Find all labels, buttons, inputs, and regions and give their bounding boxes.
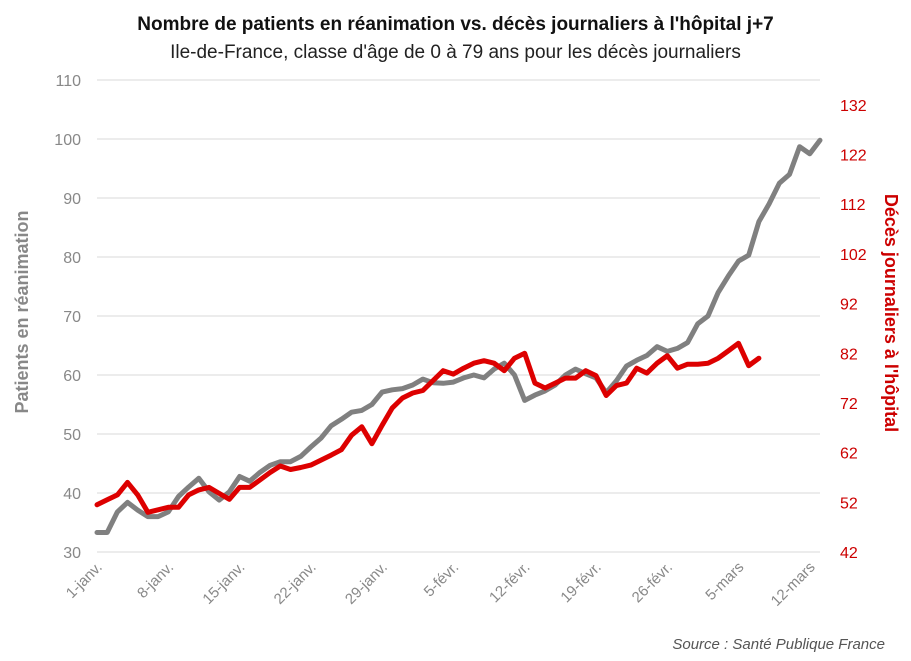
right-tick-label: 62 (840, 446, 858, 463)
right-axis-ticks: 42 52 62 72 82 92 102 112 122 132 (840, 98, 867, 562)
x-tick-label: 29-janv. (342, 559, 391, 608)
series-lines (94, 137, 823, 535)
source-note: Source : Santé Publique France (672, 636, 885, 653)
x-tick-label: 5-mars (702, 559, 747, 604)
x-tick-label: 8-janv. (134, 559, 177, 602)
left-tick-label: 30 (63, 545, 81, 562)
right-tick-label: 42 (840, 545, 858, 562)
x-axis-ticks: 1-janv. 8-janv. 15-janv. 22-janv. 29-janv. 5-… (63, 559, 819, 610)
x-tick-label: 19-févr. (557, 559, 604, 606)
right-tick-label: 132 (840, 98, 867, 115)
left-tick-label: 50 (63, 427, 81, 444)
right-tick-label: 72 (840, 396, 858, 413)
x-tick-label: 26-févr. (629, 559, 676, 606)
left-axis-label: Patients en réanimation (12, 210, 32, 413)
series-line-patients-reanimation (94, 137, 823, 535)
left-tick-label: 90 (63, 191, 81, 208)
right-tick-label: 92 (840, 297, 858, 314)
x-tick-label: 12-mars (768, 559, 819, 610)
series-line-deces-journaliers (94, 340, 762, 515)
left-tick-label: 70 (63, 309, 81, 326)
right-tick-label: 52 (840, 495, 858, 512)
right-tick-label: 112 (840, 197, 866, 214)
right-axis-label: Décès journaliers à l'hôpital (881, 194, 901, 432)
left-tick-label: 100 (54, 132, 81, 149)
right-tick-label: 122 (840, 148, 867, 165)
left-tick-label: 110 (55, 73, 81, 90)
right-tick-label: 82 (840, 346, 858, 363)
chart-subtitle: Ile-de-France, classe d'âge de 0 à 79 an… (170, 42, 741, 63)
x-tick-label: 12-févr. (486, 559, 533, 606)
chart-title: Nombre de patients en réanimation vs. dé… (137, 14, 774, 35)
gridlines (97, 79, 820, 553)
left-axis-ticks: 30 40 50 60 70 80 90 100 110 (54, 73, 81, 562)
x-tick-label: 22-janv. (271, 559, 320, 608)
left-tick-label: 40 (63, 486, 81, 503)
x-tick-label: 5-févr. (421, 559, 462, 600)
x-tick-label: 1-janv. (63, 559, 106, 602)
right-tick-label: 102 (840, 247, 867, 264)
left-tick-label: 80 (63, 250, 81, 267)
left-tick-label: 60 (63, 368, 81, 385)
x-tick-label: 15-janv. (199, 559, 248, 608)
